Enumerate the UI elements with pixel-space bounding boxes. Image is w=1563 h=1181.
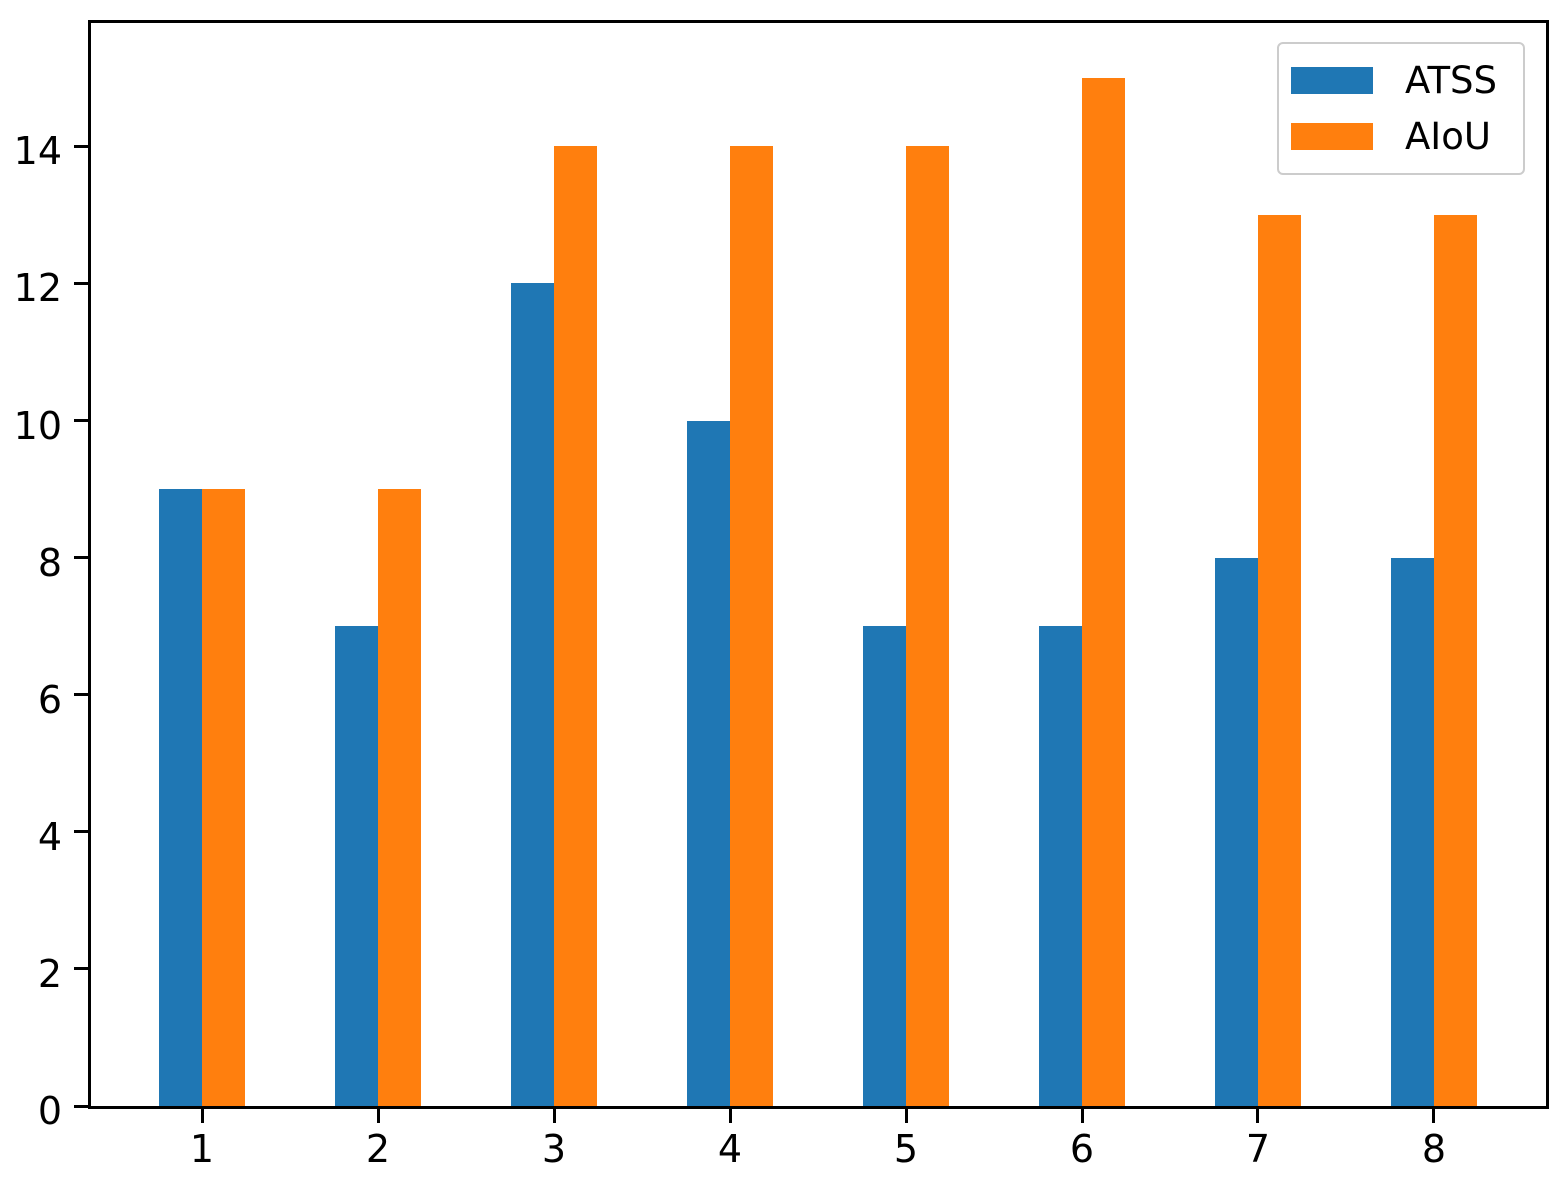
y-tick-label: 8 <box>37 540 62 585</box>
x-tick <box>200 1109 204 1123</box>
y-tick <box>74 556 88 560</box>
legend-label-aiou: AIoU <box>1405 115 1491 159</box>
x-tick-label: 8 <box>1421 1127 1447 1171</box>
bar-aiou-7 <box>1257 214 1301 1106</box>
x-tick-label: 3 <box>541 1127 567 1171</box>
x-tick <box>376 1109 380 1123</box>
x-tick <box>904 1109 908 1123</box>
x-tick-label: 7 <box>1245 1127 1271 1171</box>
bar-aiou-6 <box>1082 77 1125 1106</box>
bar-aiou-5 <box>906 146 949 1106</box>
legend: ATSS AIoU <box>1277 42 1525 175</box>
aiou-swatch-icon <box>1291 123 1373 151</box>
x-tick-label: 2 <box>365 1127 391 1171</box>
y-tick-label: 4 <box>37 814 62 859</box>
y-tick-label: 6 <box>37 677 62 722</box>
atss-swatch-icon <box>1291 66 1373 94</box>
x-tick-label: 6 <box>1069 1127 1095 1171</box>
bar-atss-4 <box>687 420 730 1106</box>
y-tick-label: 0 <box>37 1089 62 1133</box>
bar-aiou-2 <box>378 489 421 1106</box>
x-tick-label: 1 <box>189 1127 215 1171</box>
y-tick-label: 10 <box>13 403 62 448</box>
bar-atss-5 <box>863 626 906 1106</box>
y-tick <box>74 419 88 423</box>
y-tick-label: 14 <box>13 129 62 174</box>
y-tick <box>74 830 88 834</box>
bar-atss-6 <box>1039 626 1082 1106</box>
x-tick-label: 4 <box>717 1127 743 1171</box>
bar-aiou-3 <box>554 146 597 1106</box>
bar-atss-3 <box>511 283 554 1106</box>
bar-atss-7 <box>1214 557 1258 1106</box>
bar-aiou-8 <box>1433 214 1477 1106</box>
y-tick-label: 12 <box>13 266 62 311</box>
legend-item-aiou: AIoU <box>1291 118 1511 155</box>
legend-label-atss: ATSS <box>1405 58 1498 102</box>
bar-aiou-4 <box>730 146 773 1106</box>
x-tick <box>1080 1109 1084 1123</box>
bar-aiou-1 <box>202 489 246 1106</box>
x-tick <box>552 1109 556 1123</box>
y-tick <box>74 967 88 971</box>
x-tick <box>1256 1109 1260 1123</box>
x-tick <box>728 1109 732 1123</box>
legend-item-atss: ATSS <box>1291 62 1511 99</box>
y-tick <box>74 693 88 697</box>
y-tick <box>74 281 88 285</box>
bar-atss-1 <box>159 489 203 1106</box>
y-tick-label: 2 <box>37 951 62 996</box>
x-tick-label: 5 <box>893 1127 919 1171</box>
y-tick <box>74 144 88 148</box>
plot-area: 0 2 4 6 8 10 12 14 1 2 3 4 5 6 7 8 <box>14 20 1549 1168</box>
y-tick <box>74 1104 88 1108</box>
bar-atss-2 <box>335 626 378 1106</box>
bar-atss-8 <box>1390 557 1434 1106</box>
x-tick <box>1432 1109 1436 1123</box>
